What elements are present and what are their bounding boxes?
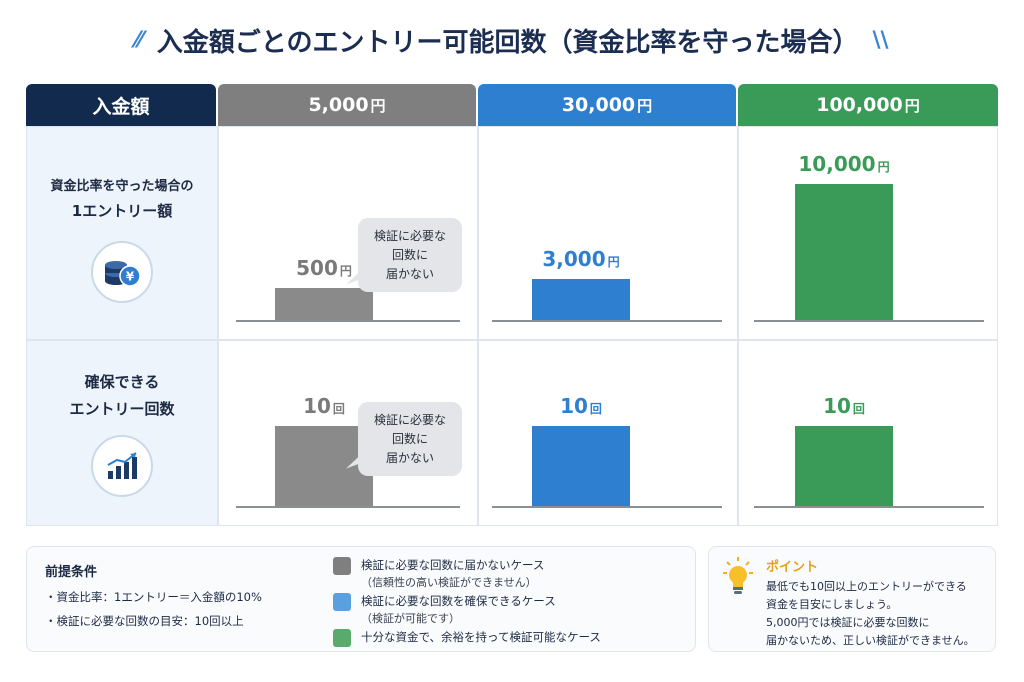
point-line: 最低でも10回以上のエントリーができる <box>766 580 967 593</box>
point-title: ポイント <box>766 560 819 575</box>
header-col-5000: 5,000 円 <box>218 84 476 126</box>
baseline <box>236 506 460 508</box>
chart-bar <box>795 184 893 320</box>
bar-value-label: 500 円 <box>254 256 394 280</box>
bubble-line1: 検証に必要な <box>373 228 446 243</box>
point-line: 届かないため、正しい検証ができません。 <box>766 634 975 647</box>
bubble-line3: 届かない <box>385 266 434 281</box>
bar-value: 10 <box>560 394 588 418</box>
header-col-100000: 100,000 円 <box>738 84 998 126</box>
bar-value: 10 <box>823 394 851 418</box>
lightbulb-icon <box>722 556 754 600</box>
warning-bubble-row1: 検証に必要な 回数に 届かない <box>358 218 462 292</box>
bar-value-label: 10 回 <box>511 394 651 418</box>
header-label: 入金額 <box>92 95 150 118</box>
legend-item-ample: 十分な資金で、余裕を持って検証可能なケース <box>333 629 601 647</box>
legend-swatch-blue <box>333 593 351 611</box>
premise-box: 前提条件 ・資金比率：1エントリー＝入金額の10% ・検証に必要な回数の目安：1… <box>26 546 696 652</box>
legend-sub: （信頼性の高い検証ができません） <box>361 576 537 589</box>
bubble-line2: 回数に <box>391 247 428 262</box>
legend-text: 検証に必要な回数を確保できるケース <box>361 594 556 608</box>
baseline <box>754 320 984 322</box>
header-amount: 5,000 <box>308 94 369 116</box>
header-unit: 円 <box>637 96 653 115</box>
row-head-entry-amount: 資金比率を守った場合の 1エントリー額 ¥ <box>26 126 218 340</box>
baseline <box>492 506 722 508</box>
bar-unit: 回 <box>332 402 345 416</box>
chart-bar <box>532 279 630 320</box>
title-left-decoration: ⁄⁄ <box>135 27 143 53</box>
point-line: 5,000円では検証に必要な回数に <box>766 616 930 629</box>
row2-label-line2: エントリー回数 <box>69 400 175 418</box>
comparison-table: 入金額 5,000 円 30,000 円 100,000 円 資金比率を守った場合の … <box>26 84 998 526</box>
title-right-decoration: \\ <box>872 27 889 53</box>
header-unit: 円 <box>904 96 920 115</box>
bubble-line2: 回数に <box>391 431 428 446</box>
legend-text: 十分な資金で、余裕を持って検証可能なケース <box>361 630 601 644</box>
row2-label-line1: 確保できる <box>84 373 160 391</box>
premise-title: 前提条件 <box>45 565 98 580</box>
bar-value: 500 <box>296 256 338 280</box>
bar-unit: 回 <box>852 402 865 416</box>
legend-swatch-gray <box>333 557 351 575</box>
baseline <box>754 506 984 508</box>
yen-coins-icon: ¥ <box>91 241 153 303</box>
bar-unit: 円 <box>607 255 620 270</box>
baseline <box>236 320 460 322</box>
svg-text:¥: ¥ <box>126 270 135 284</box>
warning-bubble-row2: 検証に必要な 回数に 届かない <box>358 402 462 476</box>
header-amount: 100,000 <box>816 94 903 116</box>
legend-item-possible: 検証に必要な回数を確保できるケース （検証が可能です） <box>333 593 556 627</box>
chart-bar <box>275 288 373 320</box>
legend-swatch-green <box>333 629 351 647</box>
bar-value-label: 3,000 円 <box>511 247 651 271</box>
premise-item: ・資金比率：1エントリー＝入金額の10% <box>45 590 262 604</box>
premise-item: ・検証に必要な回数の目安：10回以上 <box>45 614 244 628</box>
page-title: ⁄⁄ 入金額ごとのエントリー可能回数（資金比率を守った場合） \\ <box>0 18 1024 62</box>
chart-bar <box>532 426 630 506</box>
bar-value: 10,000 <box>798 152 876 176</box>
row1-label-line2: 1エントリー額 <box>71 202 173 220</box>
bubble-line1: 検証に必要な <box>373 412 446 427</box>
row1-label-line1: 資金比率を守った場合の <box>50 179 194 194</box>
bar-value: 3,000 <box>542 247 606 272</box>
bar-value-label: 10,000 円 <box>774 152 914 176</box>
point-box <box>708 546 996 652</box>
bar-unit: 回 <box>589 402 602 416</box>
bubble-line3: 届かない <box>385 450 434 465</box>
bar-unit: 円 <box>877 160 890 174</box>
baseline <box>492 320 722 322</box>
header-col-30000: 30,000 円 <box>478 84 736 126</box>
chart-bar <box>795 426 893 506</box>
legend-text: 検証に必要な回数に届かないケース <box>361 558 545 572</box>
header-label-cell: 入金額 <box>26 84 216 126</box>
legend-sub: （検証が可能です） <box>361 612 460 625</box>
point-line: 資金を目安にしましょう。 <box>766 598 898 611</box>
header-amount: 30,000 <box>561 94 636 116</box>
bar-growth-icon <box>91 435 153 497</box>
header-unit: 円 <box>370 96 386 115</box>
title-text: 入金額ごとのエントリー可能回数（資金比率を守った場合） <box>156 27 859 58</box>
bar-value-label: 10 回 <box>774 394 914 418</box>
chart-bar <box>275 426 373 506</box>
bar-value-label: 10 回 <box>254 394 394 418</box>
row-head-entry-count: 確保できる エントリー回数 <box>26 340 218 526</box>
legend-item-insufficient: 検証に必要な回数に届かないケース （信頼性の高い検証ができません） <box>333 557 544 591</box>
bar-value: 10 <box>303 394 331 418</box>
